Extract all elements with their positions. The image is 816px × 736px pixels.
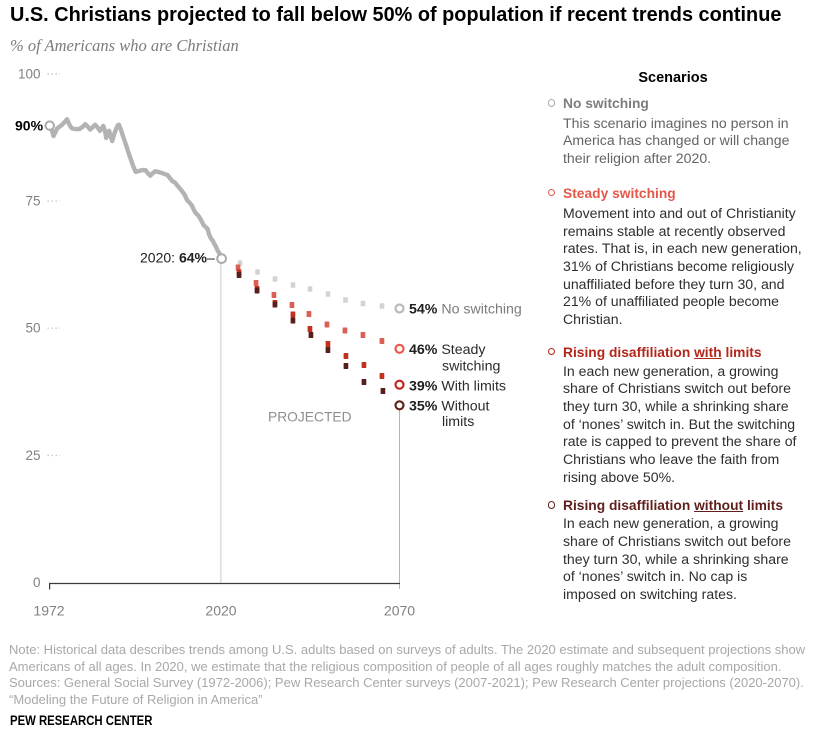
svg-text:90%: 90% xyxy=(15,118,44,134)
svg-text:75: 75 xyxy=(25,194,40,209)
svg-text:35% Without: 35% Without xyxy=(409,399,490,415)
svg-text:switching: switching xyxy=(442,358,500,374)
svg-text:100: 100 xyxy=(18,67,41,82)
svg-text:1972: 1972 xyxy=(33,603,64,619)
svg-text:54% No switching: 54% No switching xyxy=(409,302,522,318)
svg-text:0: 0 xyxy=(33,575,41,590)
svg-text:50: 50 xyxy=(25,321,40,336)
svg-text:2070: 2070 xyxy=(384,603,415,619)
svg-text:25: 25 xyxy=(25,448,40,463)
svg-text:39% With limits: 39% With limits xyxy=(409,379,506,395)
svg-text:2020: 64%–: 2020: 64%– xyxy=(140,250,215,266)
svg-text:limits: limits xyxy=(442,414,474,430)
svg-text:46% Steady: 46% Steady xyxy=(409,342,486,358)
svg-text:2020: 2020 xyxy=(205,603,236,619)
svg-text:PROJECTED: PROJECTED xyxy=(268,410,352,425)
